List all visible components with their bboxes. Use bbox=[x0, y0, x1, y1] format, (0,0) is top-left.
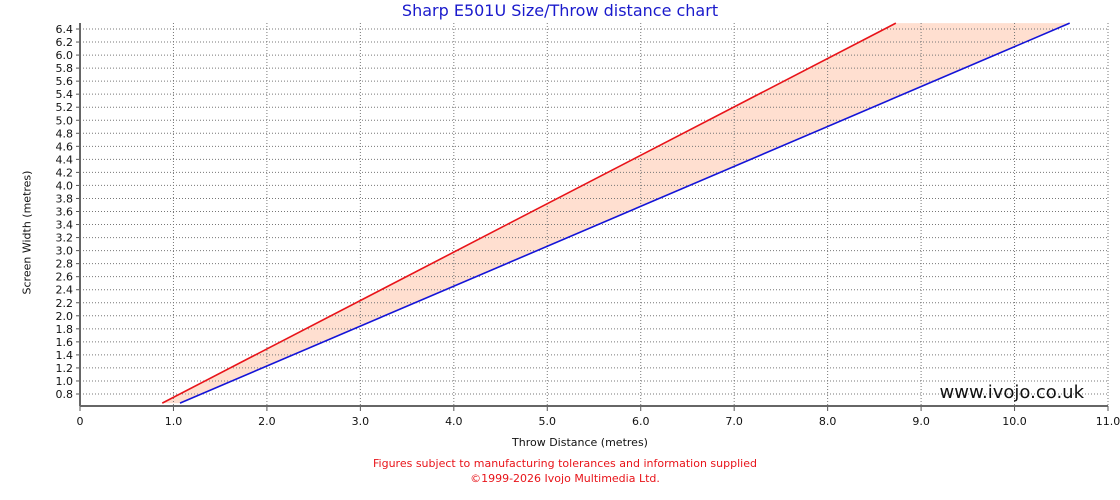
y-tick-label: 6.4 bbox=[56, 23, 74, 36]
y-tick-label: 2.6 bbox=[56, 271, 74, 284]
y-tick-label: 1.0 bbox=[56, 375, 74, 388]
x-tick-label: 3.0 bbox=[352, 415, 370, 428]
x-tick-label: 6.0 bbox=[632, 415, 650, 428]
x-tick-label: 2.0 bbox=[258, 415, 276, 428]
y-tick-label: 4.2 bbox=[56, 166, 74, 179]
blue-series-line bbox=[179, 22, 1070, 404]
y-tick-label: 0.8 bbox=[56, 388, 74, 401]
y-tick-label: 2.2 bbox=[56, 297, 74, 310]
copyright-text: ©1999-2026 Ivojo Multimedia Ltd. bbox=[470, 472, 660, 485]
x-tick-label: 5.0 bbox=[539, 415, 557, 428]
x-tick-label: 10.0 bbox=[1002, 415, 1027, 428]
y-tick-label: 1.8 bbox=[56, 323, 74, 336]
y-tick-label: 5.8 bbox=[56, 62, 74, 75]
y-tick-label: 2.8 bbox=[56, 258, 74, 271]
x-tick-label: 8.0 bbox=[819, 415, 837, 428]
chart-title: Sharp E501U Size/Throw distance chart bbox=[401, 1, 719, 20]
y-tick-label: 5.2 bbox=[56, 101, 74, 114]
y-tick-label: 3.0 bbox=[56, 245, 74, 258]
y-tick-label: 4.4 bbox=[56, 153, 74, 166]
y-tick-label: 3.6 bbox=[56, 206, 74, 219]
y-tick-label: 5.0 bbox=[56, 114, 74, 127]
y-tick-label: 1.2 bbox=[56, 362, 74, 375]
x-tick-label: 7.0 bbox=[725, 415, 743, 428]
y-tick-label: 1.4 bbox=[56, 349, 74, 362]
x-tick-label: 11.0 bbox=[1096, 415, 1120, 428]
x-tick-label: 4.0 bbox=[445, 415, 463, 428]
y-tick-label: 4.6 bbox=[56, 140, 74, 153]
x-axis-label: Throw Distance (metres) bbox=[512, 436, 648, 449]
x-tick-label: 0 bbox=[77, 415, 84, 428]
y-tick-label: 2.4 bbox=[56, 284, 74, 297]
y-tick-label: 6.0 bbox=[56, 49, 74, 62]
disclaimer-text: Figures subject to manufacturing toleran… bbox=[373, 457, 757, 470]
fill-area bbox=[162, 23, 1070, 404]
y-tick-label: 3.8 bbox=[56, 192, 74, 205]
y-tick-label: 1.6 bbox=[56, 336, 74, 349]
x-tick-label: 1.0 bbox=[165, 415, 183, 428]
watermark: www.ivojo.co.uk bbox=[940, 382, 1085, 403]
y-tick-label: 5.6 bbox=[56, 75, 74, 88]
y-tick-label: 3.4 bbox=[56, 219, 74, 232]
y-tick-label: 5.4 bbox=[56, 88, 74, 101]
y-tick-label: 3.2 bbox=[56, 232, 74, 245]
y-tick-label: 4.8 bbox=[56, 127, 74, 140]
y-tick-label: 4.0 bbox=[56, 179, 74, 192]
red-series-line bbox=[161, 22, 897, 404]
x-tick-label: 9.0 bbox=[912, 415, 930, 428]
y-tick-label: 6.2 bbox=[56, 36, 74, 49]
y-tick-label: 2.0 bbox=[56, 310, 74, 323]
